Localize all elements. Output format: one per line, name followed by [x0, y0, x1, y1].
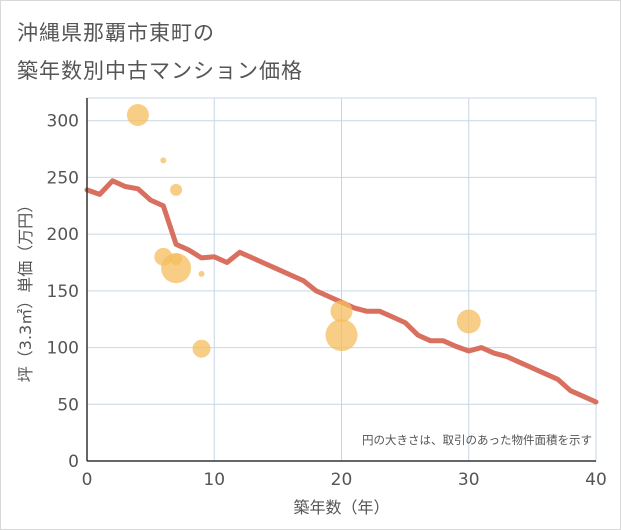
- x-tick-label: 10: [203, 470, 225, 490]
- bubble-point: [330, 300, 353, 323]
- x-tick-label: 30: [458, 470, 480, 490]
- x-tick-label: 40: [585, 470, 607, 490]
- chart-title-line-1: 沖縄県那覇市東町の: [17, 21, 215, 45]
- bubble-point: [192, 339, 211, 358]
- y-tick-label: 100: [47, 339, 79, 359]
- y-tick-label: 0: [68, 452, 79, 472]
- y-axis-label: 坪（3.3㎡）単価（万円）: [16, 197, 35, 382]
- axes: [86, 98, 596, 462]
- bubble-point: [161, 253, 192, 284]
- y-tick-label: 300: [47, 112, 79, 132]
- chart-title-line-2: 築年数別中古マンション価格: [17, 59, 303, 83]
- tick-labels: 0 10 20 30 40 0 50 100 150 200 250 300: [47, 112, 607, 490]
- x-tick-label: 20: [331, 470, 353, 490]
- y-tick-label: 250: [47, 168, 79, 188]
- y-tick-label: 50: [57, 395, 79, 415]
- bubble-point: [170, 183, 183, 196]
- bubble-layer: [126, 104, 481, 358]
- bubble-point: [325, 319, 358, 352]
- y-tick-label: 150: [47, 282, 79, 302]
- y-tick-label: 200: [47, 225, 79, 245]
- bubble-point: [198, 270, 205, 277]
- x-axis-label: 築年数（年）: [293, 498, 389, 517]
- bubble-point: [160, 157, 167, 164]
- bubble-size-note: 円の大きさは、取引のあった物件面積を示す: [362, 433, 592, 447]
- bubble-point: [126, 104, 149, 127]
- x-tick-label: 0: [82, 470, 93, 490]
- bubble-point: [456, 309, 481, 334]
